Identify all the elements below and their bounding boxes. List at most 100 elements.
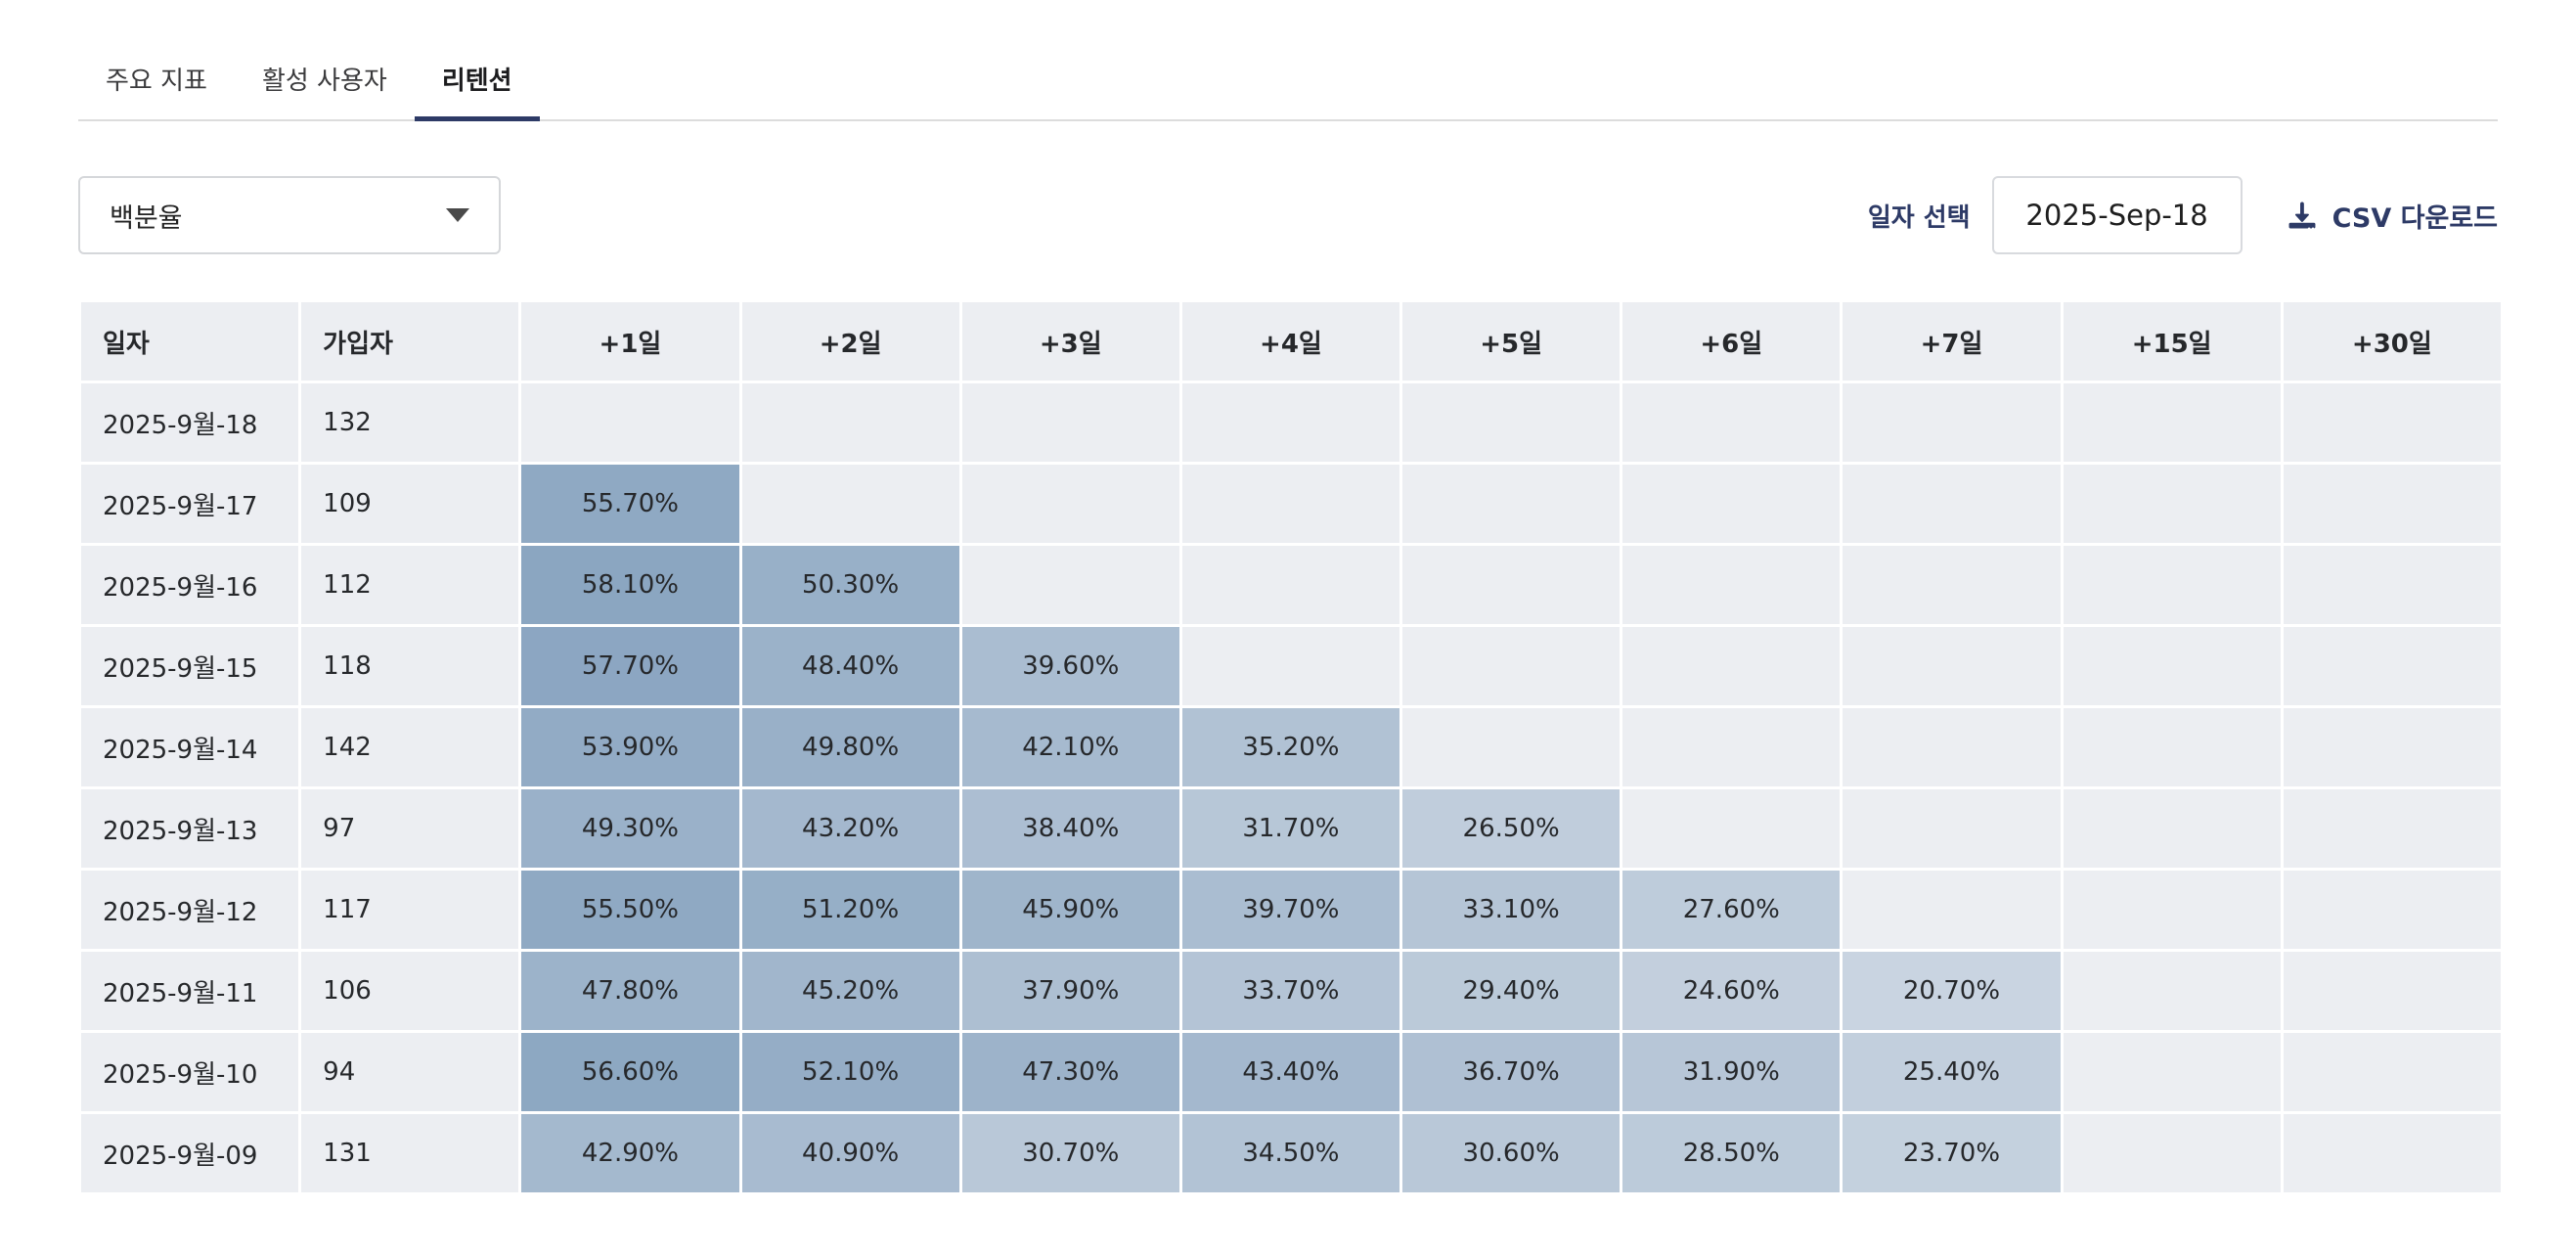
signups-cell: 106 (301, 952, 519, 1030)
retention-cell: 43.20% (741, 789, 959, 868)
retention-cell: 45.20% (741, 952, 959, 1030)
column-header: +7일 (1843, 302, 2061, 381)
metric-select[interactable]: 백분율 (78, 176, 501, 254)
retention-cell (1843, 708, 2061, 786)
signups-cell: 142 (301, 708, 519, 786)
retention-cell (1181, 383, 1400, 462)
date-cell: 2025-9월-14 (81, 708, 299, 786)
csv-download-button[interactable]: CSV 다운로드 (2286, 197, 2498, 235)
retention-cell (2063, 1033, 2281, 1111)
retention-cell (1402, 465, 1621, 543)
retention-cell (961, 383, 1179, 462)
date-cell: 2025-9월-17 (81, 465, 299, 543)
retention-table-wrap: 일자 가입자 +1일 +2일 +3일 +4일 +5일 +6일 +7일 +15일 +30일 2025-… (78, 299, 2501, 1195)
retention-cell: 28.50% (1622, 1114, 1841, 1192)
retention-cell (2283, 546, 2501, 624)
retention-cell (2063, 789, 2281, 868)
table-row: 2025-9월-11 106 47.80% 45.20% 37.90% 33.70% 29.… (81, 952, 2501, 1030)
retention-cell: 47.30% (961, 1033, 1179, 1111)
date-cell: 2025-9월-16 (81, 546, 299, 624)
retention-cell: 39.70% (1181, 871, 1400, 949)
retention-cell: 33.70% (1181, 952, 1400, 1030)
retention-cell: 57.70% (521, 627, 739, 705)
retention-cell: 34.50% (1181, 1114, 1400, 1192)
retention-cell (2283, 789, 2501, 868)
retention-cell (2283, 465, 2501, 543)
tab-active-users[interactable]: 활성 사용자 (261, 67, 387, 96)
retention-cell (741, 465, 959, 543)
retention-cell: 56.60% (521, 1033, 739, 1111)
signups-cell: 132 (301, 383, 519, 462)
table-row: 2025-9월-13 97 49.30% 43.20% 38.40% 31.70% 26.5… (81, 789, 2501, 868)
tab-retention[interactable]: 리텐션 (414, 47, 540, 121)
retention-cell: 48.40% (741, 627, 959, 705)
retention-cell (521, 383, 739, 462)
retention-cell (2063, 1114, 2281, 1192)
retention-cell (2283, 708, 2501, 786)
retention-cell: 55.50% (521, 871, 739, 949)
table-row: 2025-9월-17 109 55.70% (81, 465, 2501, 543)
retention-cell: 30.60% (1402, 1114, 1621, 1192)
signups-cell: 117 (301, 871, 519, 949)
chevron-down-icon (446, 208, 469, 222)
date-cell: 2025-9월-13 (81, 789, 299, 868)
table-row: 2025-9월-14 142 53.90% 49.80% 42.10% 35.20% (81, 708, 2501, 786)
date-picker-value: 2025-Sep-18 (2025, 199, 2208, 232)
retention-cell: 43.40% (1181, 1033, 1400, 1111)
retention-cell (2283, 1033, 2501, 1111)
date-picker-label: 일자 선택 (1867, 202, 1971, 233)
retention-cell: 52.10% (741, 1033, 959, 1111)
signups-cell: 131 (301, 1114, 519, 1192)
csv-download-label: CSV 다운로드 (2332, 202, 2498, 234)
retention-cell (1843, 465, 2061, 543)
retention-cell (2063, 871, 2281, 949)
retention-page: 주요 지표 활성 사용자 리텐션 백분율 일자 선택 2025-Sep-18 C… (78, 47, 2501, 1195)
retention-cell (2063, 708, 2281, 786)
retention-cell (1181, 546, 1400, 624)
table-row: 2025-9월-09 131 42.90% 40.90% 30.70% 34.50% 30.… (81, 1114, 2501, 1192)
table-row: 2025-9월-18 132 (81, 383, 2501, 462)
table-row: 2025-9월-16 112 58.10% 50.30% (81, 546, 2501, 624)
retention-cell (1402, 383, 1621, 462)
date-picker-input[interactable]: 2025-Sep-18 (1991, 176, 2243, 254)
retention-cell: 49.30% (521, 789, 739, 868)
retention-cell: 29.40% (1402, 952, 1621, 1030)
retention-cell: 40.90% (741, 1114, 959, 1192)
tab-bar: 주요 지표 활성 사용자 리텐션 (78, 47, 2498, 121)
retention-cell: 31.90% (1622, 1033, 1841, 1111)
retention-cell: 42.10% (961, 708, 1179, 786)
retention-cell: 23.70% (1843, 1114, 2061, 1192)
retention-cell (2063, 627, 2281, 705)
retention-cell (1622, 627, 1841, 705)
retention-cell (1843, 383, 2061, 462)
signups-cell: 112 (301, 546, 519, 624)
retention-cell (961, 546, 1179, 624)
retention-cell: 50.30% (741, 546, 959, 624)
retention-cell: 35.20% (1181, 708, 1400, 786)
date-cell: 2025-9월-10 (81, 1033, 299, 1111)
retention-cell: 25.40% (1843, 1033, 2061, 1111)
retention-cell (1622, 383, 1841, 462)
retention-cell: 30.70% (961, 1114, 1179, 1192)
retention-cell: 49.80% (741, 708, 959, 786)
column-header: 일자 (81, 302, 299, 381)
header-row: 일자 가입자 +1일 +2일 +3일 +4일 +5일 +6일 +7일 +15일 +30일 (81, 302, 2501, 381)
retention-cell: 39.60% (961, 627, 1179, 705)
retention-cell: 31.70% (1181, 789, 1400, 868)
retention-cell: 36.70% (1402, 1033, 1621, 1111)
retention-cell: 42.90% (521, 1114, 739, 1192)
retention-cell (1622, 546, 1841, 624)
retention-cell: 26.50% (1402, 789, 1621, 868)
column-header: 가입자 (301, 302, 519, 381)
column-header: +2일 (741, 302, 959, 381)
date-cell: 2025-9월-11 (81, 952, 299, 1030)
retention-cell: 37.90% (961, 952, 1179, 1030)
signups-cell: 97 (301, 789, 519, 868)
column-header: +3일 (961, 302, 1179, 381)
tab-key-metrics[interactable]: 주요 지표 (106, 67, 207, 96)
retention-cell (2063, 383, 2281, 462)
table-row: 2025-9월-10 94 56.60% 52.10% 47.30% 43.40% 36.7… (81, 1033, 2501, 1111)
metric-select-value: 백분율 (110, 202, 183, 234)
retention-cell (2283, 627, 2501, 705)
retention-cell: 45.90% (961, 871, 1179, 949)
